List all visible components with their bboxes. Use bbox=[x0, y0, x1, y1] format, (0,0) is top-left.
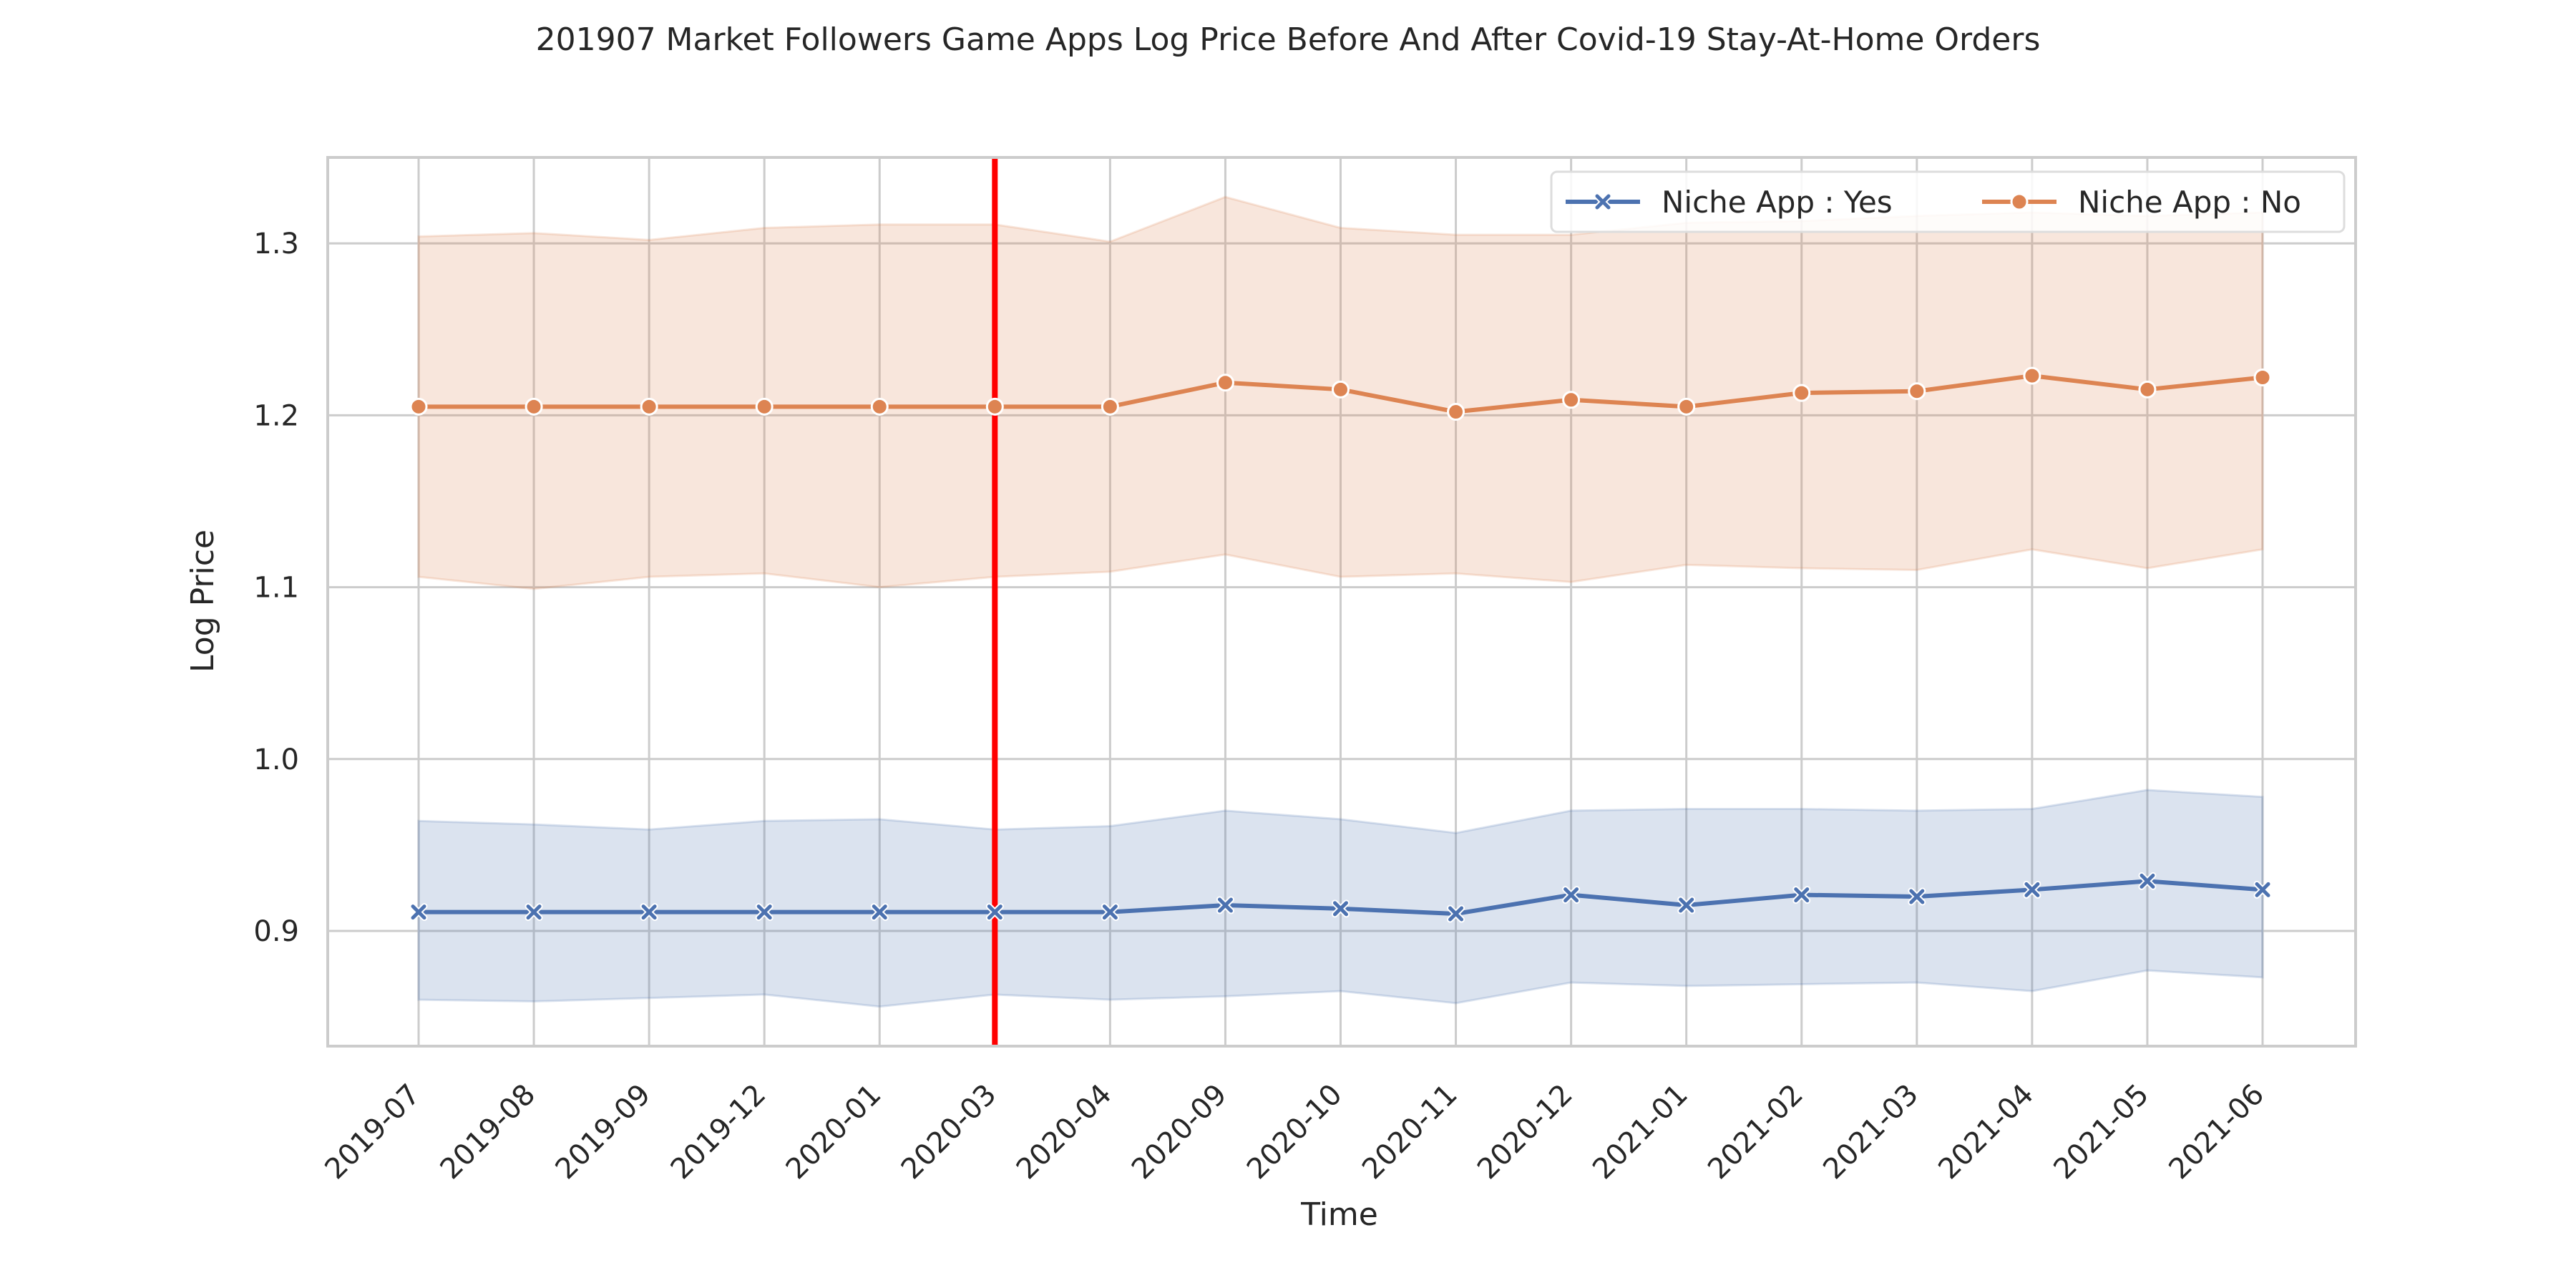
y-tick-label: 1.2 bbox=[253, 399, 299, 432]
legend: Niche App : Yes Niche App : No bbox=[1550, 170, 2346, 233]
x-tick-label: 2021-05 bbox=[2047, 1078, 2155, 1186]
data-point bbox=[2138, 380, 2157, 399]
data-point bbox=[2023, 366, 2041, 385]
x-tick-label: 2020-01 bbox=[780, 1078, 888, 1186]
x-axis-label: Time bbox=[1300, 1196, 1378, 1233]
data-point bbox=[1101, 903, 1119, 922]
data-point bbox=[1447, 904, 1465, 923]
data-point bbox=[1332, 380, 1350, 399]
x-tick-label: 2020-10 bbox=[1241, 1078, 1349, 1186]
x-tick-label: 2020-12 bbox=[1471, 1078, 1579, 1186]
data-point bbox=[2253, 880, 2272, 899]
data-point bbox=[2253, 368, 2272, 386]
x-tick-label: 2021-04 bbox=[1932, 1078, 2040, 1186]
x-axis-ticks: 2019-07 2019-08 2019-09 2019-12 2020-01 2020-… bbox=[318, 1078, 2270, 1186]
x-tick-label: 2019-07 bbox=[318, 1078, 426, 1186]
data-point bbox=[1447, 403, 1465, 421]
y-axis-ticks: 0.9 1.0 1.1 1.2 1.3 bbox=[253, 228, 299, 948]
data-point bbox=[755, 397, 774, 416]
chart-title: 201907 Market Followers Game Apps Log Pr… bbox=[536, 21, 2041, 58]
x-tick-label: 2019-12 bbox=[665, 1078, 773, 1186]
x-tick-label: 2019-09 bbox=[550, 1078, 658, 1186]
x-tick-label: 2020-03 bbox=[895, 1078, 1003, 1186]
data-point bbox=[1562, 886, 1581, 904]
data-point bbox=[1908, 382, 1926, 401]
x-tick-label: 2021-06 bbox=[2162, 1078, 2270, 1186]
y-tick-label: 1.1 bbox=[253, 572, 299, 605]
confidence-band bbox=[417, 789, 2264, 1008]
legend-marker bbox=[2010, 192, 2029, 211]
data-point bbox=[1792, 384, 1811, 402]
data-point bbox=[1677, 896, 1696, 914]
x-tick-label: 2021-02 bbox=[1702, 1078, 1810, 1186]
x-tick-label: 2021-01 bbox=[1586, 1078, 1694, 1186]
data-point bbox=[1101, 397, 1119, 416]
data-point bbox=[1792, 886, 1811, 904]
x-tick-label: 2019-08 bbox=[434, 1078, 542, 1186]
x-tick-label: 2020-09 bbox=[1126, 1078, 1234, 1186]
y-axis-label: Log Price bbox=[185, 530, 221, 673]
data-point bbox=[755, 903, 774, 922]
data-point bbox=[870, 903, 889, 922]
x-tick-label: 2021-03 bbox=[1817, 1078, 1925, 1186]
data-point bbox=[409, 903, 428, 922]
plot-frame bbox=[326, 156, 2357, 1048]
data-point bbox=[870, 397, 889, 416]
x-tick-label: 2020-04 bbox=[1010, 1078, 1118, 1186]
data-point bbox=[1216, 896, 1234, 914]
data-point bbox=[640, 397, 658, 416]
data-point bbox=[2023, 880, 2041, 899]
data-point bbox=[985, 397, 1004, 416]
legend-box bbox=[1550, 170, 2346, 233]
x-tick-label: 2020-11 bbox=[1356, 1078, 1464, 1186]
y-tick-label: 0.9 bbox=[253, 915, 299, 948]
data-point bbox=[525, 903, 543, 922]
y-tick-label: 1.0 bbox=[253, 743, 299, 776]
legend-label: Niche App : No bbox=[2078, 185, 2301, 220]
data-point bbox=[525, 397, 543, 416]
data-point bbox=[640, 903, 658, 922]
legend-marker bbox=[1594, 192, 1612, 211]
data-point bbox=[985, 903, 1004, 922]
data-point bbox=[1216, 374, 1234, 392]
series-points bbox=[409, 366, 2272, 923]
data-point bbox=[1908, 887, 1926, 906]
data-point bbox=[1332, 899, 1350, 918]
data-point bbox=[1677, 397, 1696, 416]
data-point bbox=[2138, 872, 2157, 890]
data-point bbox=[409, 397, 428, 416]
legend-label: Niche App : Yes bbox=[1662, 185, 1893, 220]
data-point bbox=[1562, 391, 1581, 409]
y-tick-label: 1.3 bbox=[253, 228, 299, 260]
